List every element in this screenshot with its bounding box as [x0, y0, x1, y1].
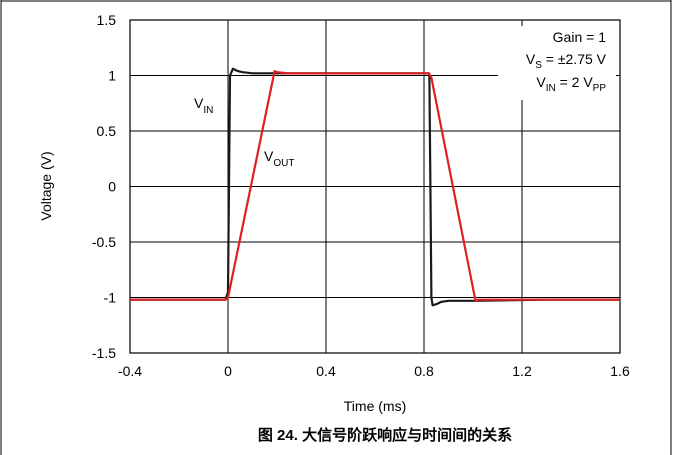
x-tick-label: 1.6: [610, 363, 630, 379]
x-tick-label: 0.4: [316, 363, 336, 379]
series-line-vout: [130, 69, 620, 302]
annotation-box: [498, 26, 616, 100]
x-tick-label: 0: [224, 363, 232, 379]
y-tick-label: -1: [104, 290, 117, 306]
annotation-input: VIN = 2 VPP: [536, 74, 606, 94]
vout-curve-label: VOUT: [264, 148, 294, 169]
x-tick-label: -0.4: [118, 363, 142, 379]
y-tick-label: 1: [108, 68, 116, 84]
y-axis-label: Voltage (V): [38, 151, 54, 220]
y-tick-label: 0: [108, 179, 116, 195]
figure-caption: 图 24. 大信号阶跃响应与时间间的关系: [258, 426, 512, 444]
plot-area-frame: [129, 19, 621, 354]
x-tick-labels: -0.4 0 0.4 0.8 1.2 1.6: [118, 363, 630, 379]
y-tick-label: -0.5: [92, 234, 116, 250]
y-tick-label: -1.5: [92, 345, 116, 361]
x-tick-label: 0.8: [414, 363, 434, 379]
data-series: [130, 67, 620, 307]
x-tick-label: 1.2: [512, 363, 532, 379]
vin-curve-label: VIN: [194, 95, 213, 116]
y-tick-label: 0.5: [97, 123, 117, 139]
annotation-supply: VS = ±2.75 V: [526, 51, 607, 71]
y-tick-label: 1.5: [97, 12, 117, 28]
y-tick-labels: -1.5 -1 -0.5 0 0.5 1 1.5: [92, 12, 116, 361]
vin-label-bg: [190, 96, 224, 120]
x-axis-label: Time (ms): [344, 398, 406, 414]
annotation-gain: Gain = 1: [553, 29, 607, 45]
